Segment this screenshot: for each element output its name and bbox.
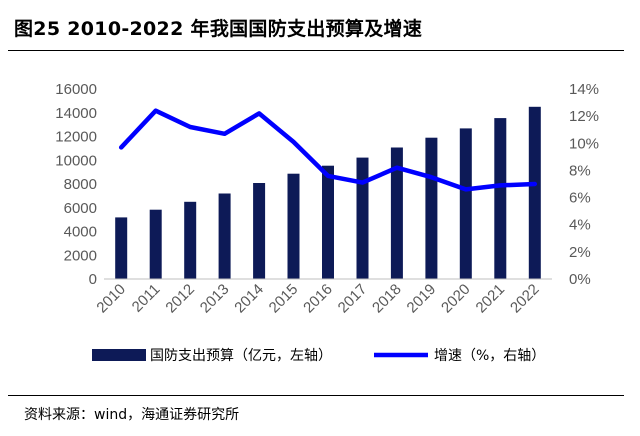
bar-2016 <box>322 165 334 279</box>
bar-2019 <box>425 137 438 279</box>
x-axis-ticks: 2010 201120122013201420152016201720182019… <box>93 281 542 317</box>
bar-2017 <box>356 157 369 279</box>
growth-line <box>118 108 538 192</box>
left-tick-label: 16000 <box>55 81 97 98</box>
left-tick-label: 4000 <box>64 224 97 241</box>
bar-2020 <box>459 128 472 279</box>
bar-2010 <box>115 217 128 279</box>
left-tick-label: 12000 <box>55 129 97 146</box>
bar-2011 <box>149 209 162 279</box>
right-tick-label: 6% <box>569 190 591 207</box>
right-tick-label: 0% <box>569 271 591 288</box>
x-tick-label: 2022 <box>507 281 543 317</box>
x-tick-label: 2012 <box>162 281 198 317</box>
x-tick-label: 2013 <box>197 281 233 317</box>
x-tick-label: 2015 <box>266 281 302 317</box>
bar-2012 <box>184 201 197 279</box>
legend-bar-label: 国防支出预算（亿元，左轴） <box>150 348 332 364</box>
bar-2022 <box>528 106 541 279</box>
x-tick-label: 2011 <box>129 281 164 316</box>
bar-2013 <box>218 193 231 279</box>
right-axis-ticks: 0% 2% 4% 6% 8% 10% 12% 14% <box>569 81 599 288</box>
left-tick-label: 10000 <box>55 152 97 169</box>
bar-series <box>115 106 541 279</box>
right-tick-label: 14% <box>569 81 599 98</box>
x-tick-label: 2010 <box>93 281 129 317</box>
source-divider <box>8 395 624 396</box>
bar-2015 <box>287 173 300 279</box>
source-note: 资料来源：wind，海通证券研究所 <box>24 407 240 423</box>
x-tick-label: 2020 <box>438 281 474 317</box>
right-tick-label: 8% <box>569 162 591 179</box>
x-tick-label: 2018 <box>369 281 405 317</box>
legend-bar-swatch <box>92 349 146 361</box>
x-tick-label: 2019 <box>404 281 440 317</box>
bar-2014 <box>253 183 266 279</box>
left-tick-label: 0 <box>89 271 97 288</box>
legend: 国防支出预算（亿元，左轴） 增速（%，右轴） <box>92 348 545 364</box>
left-tick-label: 8000 <box>64 176 97 193</box>
right-tick-label: 12% <box>569 108 599 125</box>
left-tick-label: 14000 <box>55 105 97 122</box>
right-tick-label: 2% <box>569 244 591 261</box>
x-tick-label: 2021 <box>473 281 509 317</box>
bar-2021 <box>494 118 507 279</box>
bar-2018 <box>390 147 403 279</box>
right-tick-label: 10% <box>569 135 599 152</box>
left-tick-label: 6000 <box>64 200 97 217</box>
right-tick-label: 4% <box>569 217 591 234</box>
x-tick-label: 2014 <box>231 281 267 317</box>
left-tick-label: 2000 <box>64 247 97 264</box>
left-axis-ticks: 0 2000 4000 6000 8000 10000 12000 14000 16000 <box>55 81 97 288</box>
legend-line-label: 增速（%，右轴） <box>434 348 545 364</box>
chart-title: 图25 2010-2022 年我国国防支出预算及增速 <box>14 18 423 40</box>
x-tick-label: 2016 <box>300 281 336 317</box>
title-divider <box>8 50 624 51</box>
x-tick-label: 2017 <box>335 281 371 317</box>
